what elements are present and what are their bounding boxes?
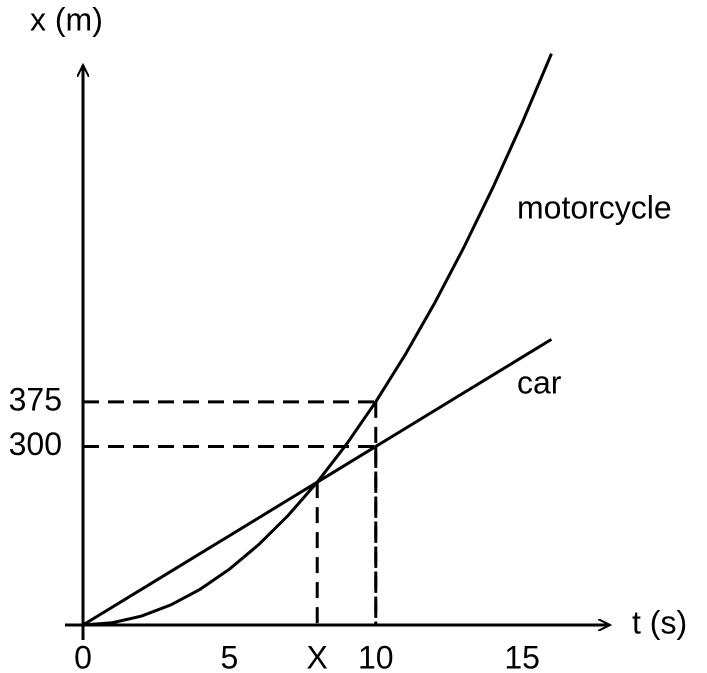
x-tick-label: 0 (74, 639, 92, 673)
x-tick-label: 10 (358, 639, 394, 673)
series-label: motorcycle (517, 189, 672, 225)
y-axis-label: x (m) (30, 1, 103, 37)
x-tick-label: 5 (220, 639, 238, 673)
x-tick-label: X (307, 639, 328, 673)
x-axis-label: t (s) (632, 604, 687, 640)
x-tick-label: 15 (504, 639, 540, 673)
y-tick-label: 300 (9, 426, 62, 462)
series-label: car (517, 364, 562, 400)
y-tick-label: 375 (9, 381, 62, 417)
series-line (82, 338, 553, 627)
